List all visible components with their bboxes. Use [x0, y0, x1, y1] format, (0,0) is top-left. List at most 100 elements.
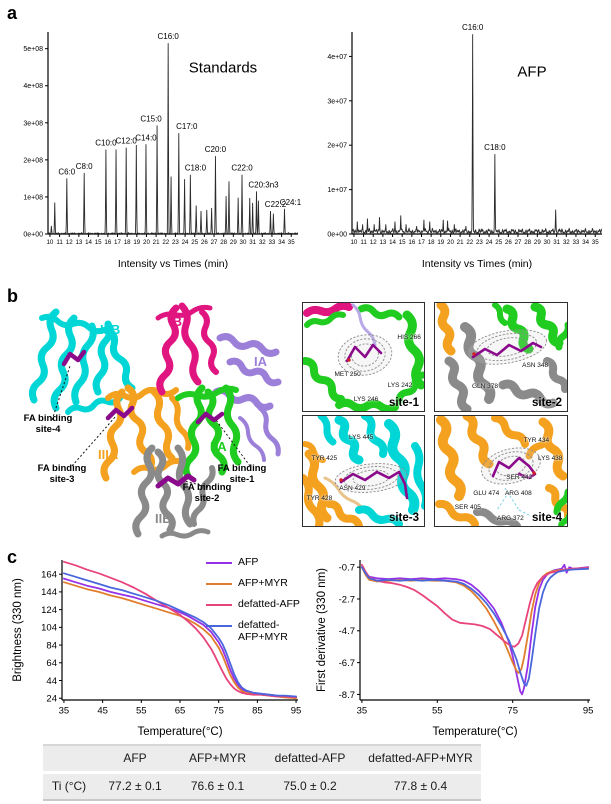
residue-label: ARG 408 [504, 489, 532, 497]
x-tick-label: 35 [592, 239, 599, 246]
y-tick-label: 0e+00 [327, 231, 347, 238]
fatty-acid-ligand [471, 341, 543, 359]
x-tick-label: 18 [428, 239, 435, 246]
site-panel-label: site-2 [531, 397, 562, 409]
binding-site-panel-site-2: ASN 348 GLN 378 site-2 [434, 302, 568, 412]
series-line [361, 566, 590, 687]
y-tick-label: 0e+00 [23, 231, 43, 238]
x-tick-label: 13 [75, 239, 82, 246]
helix-ribbon [303, 357, 345, 403]
helix-ribbon [154, 448, 176, 534]
x-tick-label: 22 [466, 239, 473, 246]
x-tick-label: 16 [104, 239, 111, 246]
helix-ribbon [411, 442, 424, 510]
peak-label: C20:0 [205, 145, 227, 154]
y-tick-label: 164 [41, 570, 57, 581]
helix-ribbon [159, 528, 211, 539]
ti-table: AFP AFP+MYR defatted-AFP defatted-AFP+MY… [43, 744, 481, 801]
x-tick-label: 19 [133, 239, 140, 246]
x-tick-label: 35 [288, 239, 295, 246]
helix-ribbon [530, 303, 564, 348]
peak-label: C15:0 [140, 114, 162, 123]
y-tick-label: 4e+08 [23, 83, 43, 90]
helix-ribbon [50, 314, 78, 412]
peak-label: C10:0 [95, 138, 117, 147]
helix-ribbon [92, 320, 114, 396]
helix-ribbon [182, 384, 206, 480]
y-tick-label: 44 [46, 676, 57, 687]
series-line [63, 572, 298, 698]
residue-label: GLU 474 [473, 489, 500, 497]
x-tick-label: 27 [515, 239, 522, 246]
y-axis-title: First derivative (330 nm) [316, 568, 328, 692]
y-tick-label: -2.7 [339, 594, 355, 605]
table-header-cell: AFP [123, 751, 147, 765]
helix-ribbon [335, 398, 399, 411]
helix-ribbon [492, 303, 508, 326]
helix-ribbon [303, 474, 324, 526]
helix-ribbon [491, 416, 529, 448]
x-tick-label: 34 [582, 239, 589, 246]
domain-label-IIA: IIA [210, 439, 227, 454]
helix-ribbon [216, 333, 280, 357]
fatty-acid-ligand [345, 343, 383, 363]
table-cell: 77.8 ± 0.4 [393, 779, 448, 793]
helix-ribbon [304, 449, 332, 523]
brightness-chart: 35 45 55 65 75 85 95 24 44 64 84 104 124 144 164 Temper… [12, 560, 301, 738]
y-tick-label: 104 [41, 623, 57, 634]
x-tick-label: 16 [408, 239, 415, 246]
peak-label: C12:0 [116, 137, 138, 146]
helix-ribbon [384, 419, 420, 515]
x-tick-label: 85 [252, 706, 263, 717]
x-tick-label: 11 [360, 239, 367, 246]
helix-ribbon [100, 388, 126, 482]
helix-ribbon [525, 432, 553, 460]
helix-ribbon [498, 379, 558, 409]
helix-ribbon [71, 322, 97, 406]
chromatogram-trace [351, 34, 603, 236]
derivative-chart: 35 55 75 95 -0.7 -2.7 -4.7 -6.7 -8.7 Temperature(… [316, 560, 593, 738]
helix-ribbon [436, 416, 466, 501]
residue-label: HIS 266 [397, 334, 421, 342]
x-tick-label: 55 [432, 706, 443, 717]
domain-label-IA: IA [254, 354, 267, 369]
helix-ribbon [204, 388, 228, 476]
x-tick-label: 17 [114, 239, 121, 246]
x-tick-label: 33 [268, 239, 275, 246]
helix-ribbon [357, 304, 403, 321]
peak-label: C20:3n3 [248, 180, 279, 189]
site-leader-line [71, 415, 117, 467]
x-tick-label: 26 [201, 239, 208, 246]
gc-afp-chart: 10 11 12 13 14 15 16 17 18 19 20 21 22 23 24 25 26 27 28 29… [327, 23, 603, 270]
series-line [361, 563, 590, 648]
fatty-acid-ligand [195, 411, 225, 425]
x-tick-label: 34 [278, 239, 285, 246]
x-tick-label: 30 [544, 239, 551, 246]
ligand-oxygen [532, 471, 536, 475]
x-tick-label: 20 [143, 239, 150, 246]
x-tick-label: 10 [350, 239, 357, 246]
binding-site-panel-site-3: LYS 445 TYR 425 ASN 429 TYR 428 site-3 [302, 415, 425, 527]
x-tick-label: 27 [211, 239, 218, 246]
helix-ribbon [402, 310, 424, 390]
x-tick-label: 55 [136, 706, 147, 717]
helix-ribbon [558, 513, 567, 526]
binding-site-panel-site-1: HIS 266 MET 250 LYS 242 LYS 246 site-1 [302, 302, 425, 412]
x-tick-label: 32 [563, 239, 570, 246]
peak-label: C22:2 [265, 200, 287, 209]
y-tick-label: 4e+07 [327, 54, 347, 61]
x-tick-label: 31 [249, 239, 256, 246]
fa-binding-site-1-label: FA binding site-1 [217, 463, 267, 485]
helix-ribbon [462, 416, 494, 469]
helix-ribbon [351, 303, 377, 347]
table-cell: 77.2 ± 0.1 [108, 779, 162, 793]
x-tick-label: 10 [46, 239, 53, 246]
y-tick-label: 1e+08 [23, 194, 43, 201]
y-tick-label: 2e+08 [23, 157, 43, 164]
table-cell: 75.0 ± 0.2 [283, 779, 337, 793]
x-tick-label: 12 [66, 239, 73, 246]
x-axis-title: Temperature(°C) [432, 726, 517, 738]
y-tick-label: 84 [46, 640, 57, 651]
x-tick-label: 14 [85, 239, 92, 246]
ligand-oxygen [339, 478, 343, 482]
